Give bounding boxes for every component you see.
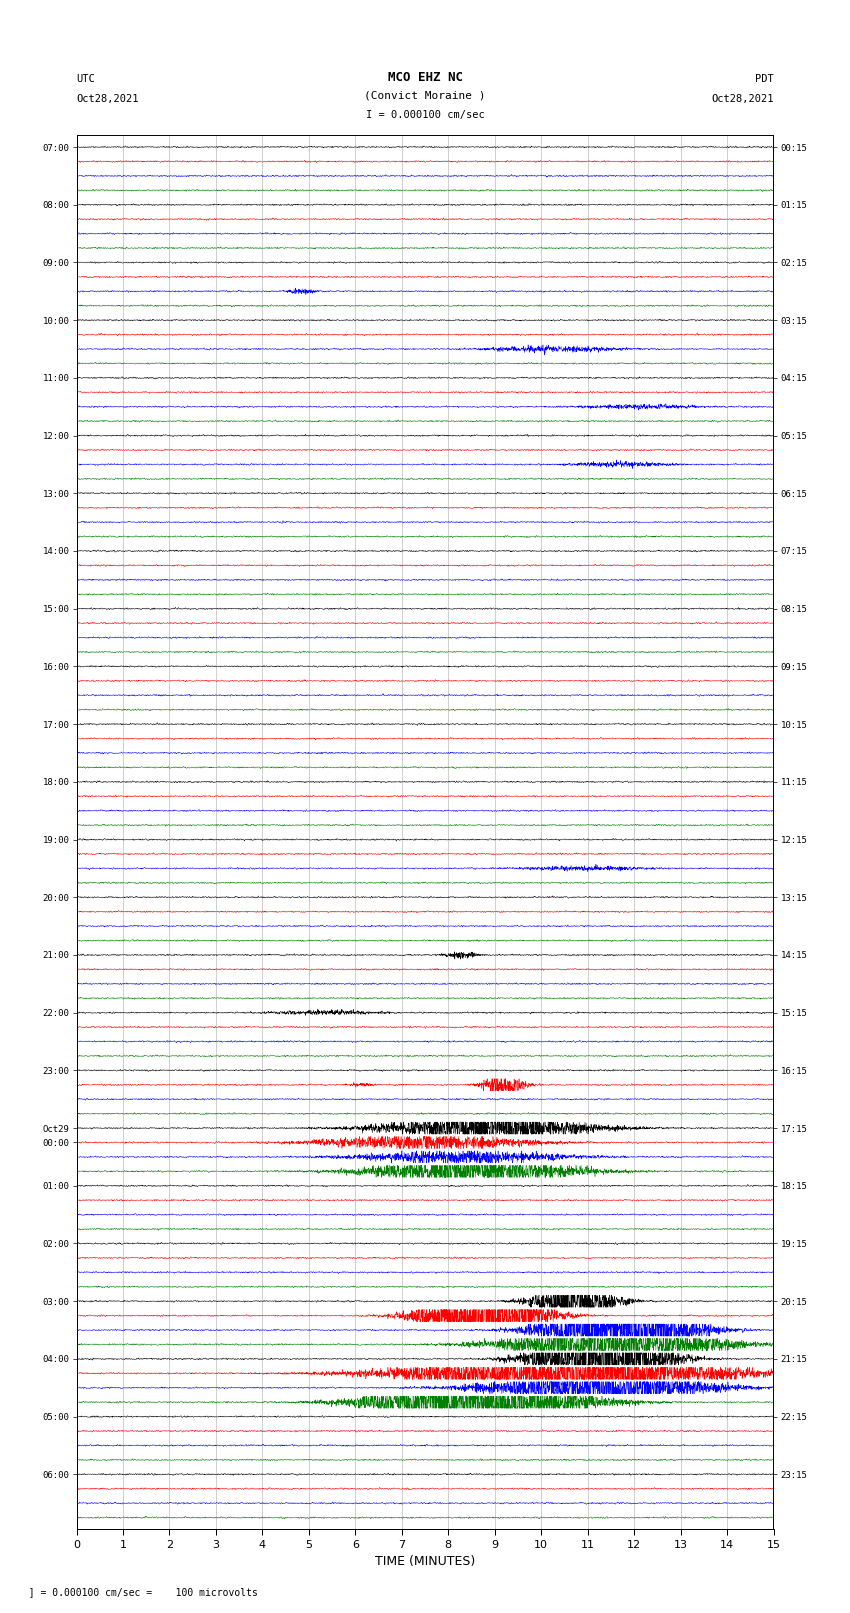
X-axis label: TIME (MINUTES): TIME (MINUTES)	[375, 1555, 475, 1568]
Text: Oct28,2021: Oct28,2021	[711, 94, 774, 103]
Text: I = 0.000100 cm/sec: I = 0.000100 cm/sec	[366, 110, 484, 119]
Text: ] = 0.000100 cm/sec =    100 microvolts: ] = 0.000100 cm/sec = 100 microvolts	[17, 1587, 258, 1597]
Text: (Convict Moraine ): (Convict Moraine )	[365, 90, 485, 100]
Text: MCO EHZ NC: MCO EHZ NC	[388, 71, 462, 84]
Text: PDT: PDT	[755, 74, 774, 84]
Text: Oct28,2021: Oct28,2021	[76, 94, 139, 103]
Text: UTC: UTC	[76, 74, 95, 84]
